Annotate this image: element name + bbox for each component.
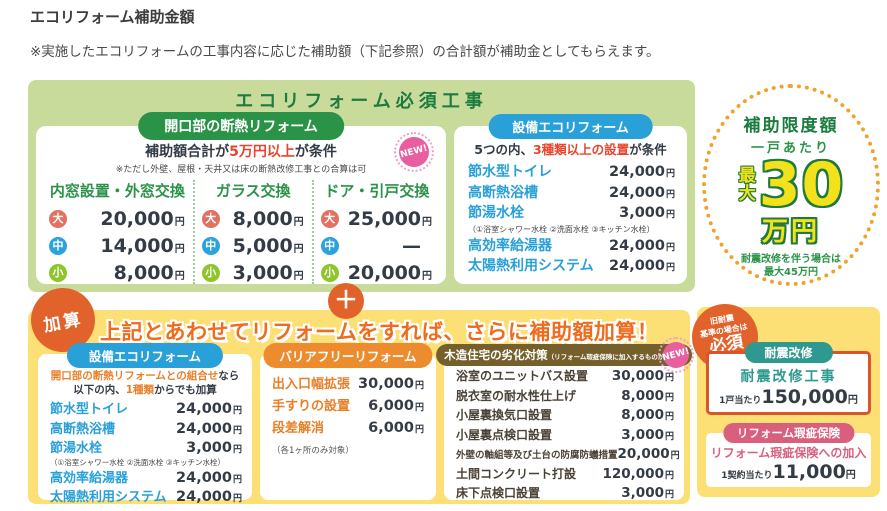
- equipment-condition: 5つの内、3種類以上の設置が条件: [474, 142, 667, 157]
- addition-row: 浴室のユニットバス設置 30,000 円: [456, 368, 674, 384]
- insulation-condition: 補助額合計が5万円以上が条件: [145, 144, 337, 160]
- faucet-note: （①浴室シャワー水栓 ②洗面水栓 ③キッチン水栓）: [50, 458, 225, 468]
- seismic-card: 耐震改修 耐震改修工事 1戸当たり150,000円: [706, 342, 871, 415]
- insulation-pill: 開口部の断熱リフォーム: [138, 112, 344, 140]
- addition-row: 太陽熱利用システム 24,000 円: [50, 489, 242, 506]
- subsidy-row: 小 3,000 円: [201, 262, 305, 284]
- subsidy-row: 大 20,000 円: [49, 208, 186, 230]
- insurance-card: リフォーム瑕疵保険 リフォーム瑕疵保険への加入 1契約当たり11,000円: [706, 423, 871, 487]
- size-medium-icon: 中: [320, 237, 339, 255]
- required-works-title: エコリフォーム必須工事: [235, 91, 488, 112]
- size-small-icon: 小: [320, 264, 339, 282]
- column-door: ドア・引戸交換 大 25,000 円 中 — 小 20,000 円: [314, 180, 440, 284]
- size-medium-icon: 中: [201, 237, 220, 255]
- insulation-columns: 内窓設置・外窓交換 大 20,000 円 中 14,000 円 小 8,000 円: [36, 180, 446, 284]
- size-large-icon: 大: [201, 210, 220, 228]
- insurance-pill: リフォーム瑕疵保険: [722, 423, 855, 443]
- addition-row: 外壁の軸組等及び土台の防腐防蟻措置 20,000 円: [456, 446, 680, 463]
- addition-row: 床下点検口設置 3,000 円: [456, 485, 674, 502]
- seismic-work: 耐震改修工事: [740, 369, 837, 385]
- seismic-insurance-panel: 旧耐震 基準の場合は 必須 耐震改修 耐震改修工事 1戸当たり150,000円 …: [686, 298, 880, 497]
- required-works-panel: エコリフォーム必須工事 開口部の断熱リフォーム 補助額合計が5万円以上が条件 ※…: [28, 80, 695, 292]
- size-large-icon: 大: [320, 210, 339, 228]
- addition-row: 土間コンクリート打設 120,000 円: [456, 465, 674, 482]
- addition-equipment-card: 設備エコリフォーム 開口部の断熱リフォームとの組合せなら 以下の内、1種類からで…: [38, 343, 252, 505]
- addition-row: 高断熱浴槽 24,000 円: [50, 420, 242, 437]
- addition-row: 高効率給湯器 24,000 円: [50, 470, 242, 487]
- barrier-free-items: 出入口幅拡張 30,000 円 手すりの設置 6,000 円 段差解消 6,000 円: [260, 354, 436, 436]
- page-note: ※実施したエコリフォームの工事内容に応じた補助額（下記参照）の合計額が補助金とし…: [30, 44, 660, 60]
- addition-row: 小屋裏換気口設置 8,000 円: [456, 407, 674, 424]
- subsidy-row: 大 25,000 円: [320, 208, 433, 230]
- addition-banner: 上記とあわせてリフォームをすれば、さらに補助額加算！: [100, 320, 659, 344]
- equipment-row: 節水型トイレ 24,000 円: [468, 164, 675, 180]
- equipment-items: 節水型トイレ 24,000 円 高断熱浴槽 24,000 円 節湯水栓 3,000 円…: [454, 158, 687, 276]
- wooden-house-items: 浴室のユニットバス設置 30,000 円 脱衣室の耐水性仕上げ 8,000 円 小屋…: [444, 354, 684, 503]
- insurance-amount: 1契約当たり11,000円: [721, 461, 856, 483]
- subsidy-row: 大 8,000 円: [201, 208, 305, 230]
- addition-row: 節湯水栓 3,000 円: [50, 439, 242, 456]
- limit-amount: 最大 30: [706, 150, 876, 220]
- new-stamp-icon: NEW!: [658, 337, 694, 373]
- seismic-pill: 耐震改修: [744, 342, 833, 363]
- barrier-free-note: （各1ヶ所のみ対象）: [272, 446, 354, 456]
- equipment-pill: 設備エコリフォーム: [488, 114, 653, 139]
- equipment-card: 設備エコリフォーム 5つの内、3種類以上の設置が条件 節水型トイレ 24,000…: [454, 114, 687, 284]
- equipment-row: 節湯水栓 3,000 円: [468, 205, 675, 221]
- insulation-condition-note: ※ただし外壁、屋根・天井又は床の断熱改修工事との合算は可: [115, 165, 367, 175]
- addition-equipment-pill: 設備エコリフォーム: [66, 343, 224, 368]
- new-stamp-icon: NEW!: [394, 132, 434, 172]
- page-title: エコリフォーム補助金額: [30, 8, 195, 26]
- wooden-house-pill: 木造住宅の劣化対策（リフォーム瑕疵保険に加入するものが対象）: [436, 344, 692, 366]
- addition-row: 小屋裏点検口設置 3,000 円: [456, 426, 674, 443]
- limit-amount-number: 30: [758, 150, 845, 220]
- limit-title: 補助限度額: [743, 116, 839, 136]
- limit-subtitle: 一戸あたり: [750, 141, 831, 156]
- size-small-icon: 小: [201, 264, 220, 282]
- subsidy-row: 小 8,000 円: [49, 262, 186, 284]
- addition-row: 出入口幅拡張 30,000 円: [272, 376, 424, 392]
- limit-amount-unit: 万円: [761, 217, 820, 247]
- addition-row: 脱衣室の耐水性仕上げ 8,000 円: [456, 387, 674, 404]
- equipment-row: 太陽熱利用システム 24,000 円: [468, 258, 675, 274]
- subsidy-limit-badge: 補助限度額 一戸あたり 最大 30 万円 耐震改修を伴う場合は 最大45万円: [702, 84, 880, 286]
- combo-condition: 開口部の断熱リフォームとの組合せなら 以下の内、1種類からでも加算: [50, 370, 240, 397]
- equipment-row: 高効率給湯器 24,000 円: [468, 237, 675, 254]
- max-label: 最大: [738, 165, 756, 204]
- limit-note: 耐震改修を伴う場合は 最大45万円: [741, 254, 841, 278]
- column-glass: ガラス交換 大 8,000 円 中 5,000 円 小 3,000 円: [192, 180, 314, 284]
- addition-row: 節水型トイレ 24,000 円: [50, 401, 242, 418]
- barrier-free-card: バリアフリーリフォーム 出入口幅拡張 30,000 円 手すりの設置 6,000 円…: [260, 343, 436, 500]
- size-small-icon: 小: [49, 264, 67, 282]
- size-large-icon: 大: [49, 210, 67, 228]
- addition-row: 手すりの設置 6,000 円: [272, 398, 424, 414]
- subsidy-row: 小 20,000 円: [320, 262, 433, 284]
- insurance-work: リフォーム瑕疵保険への加入: [710, 446, 867, 460]
- subsidy-row: 中 14,000 円: [49, 235, 186, 257]
- addition-row: 段差解消 6,000 円: [272, 420, 424, 436]
- insulation-card: 開口部の断熱リフォーム 補助額合計が5万円以上が条件 ※ただし外壁、屋根・天井又…: [36, 112, 446, 284]
- addition-panel: 加算 ＋ 上記とあわせてリフォームをすれば、さらに補助額加算！ 設備エコリフォー…: [25, 282, 694, 505]
- equipment-row: 高断熱浴槽 24,000 円: [468, 184, 675, 201]
- wooden-house-card: 木造住宅の劣化対策（リフォーム瑕疵保険に加入するものが対象） NEW! 浴室のユ…: [436, 337, 694, 503]
- faucet-note: （①浴室シャワー水栓 ②洗面水栓 ③キッチン水栓）: [468, 224, 655, 234]
- seismic-amount: 1戸当たり150,000円: [719, 386, 858, 408]
- subsidy-row: 中 5,000 円: [201, 235, 305, 257]
- subsidy-row: 中 —: [320, 235, 433, 257]
- barrier-free-pill: バリアフリーリフォーム: [263, 343, 433, 368]
- size-medium-icon: 中: [49, 237, 67, 255]
- column-inner-window: 内窓設置・外窓交換 大 20,000 円 中 14,000 円 小 8,000 円: [49, 182, 186, 284]
- plus-icon: ＋: [328, 283, 364, 319]
- addition-equipment-items: 節水型トイレ 24,000 円 高断熱浴槽 24,000 円 節湯水栓 3,000 円…: [38, 397, 252, 506]
